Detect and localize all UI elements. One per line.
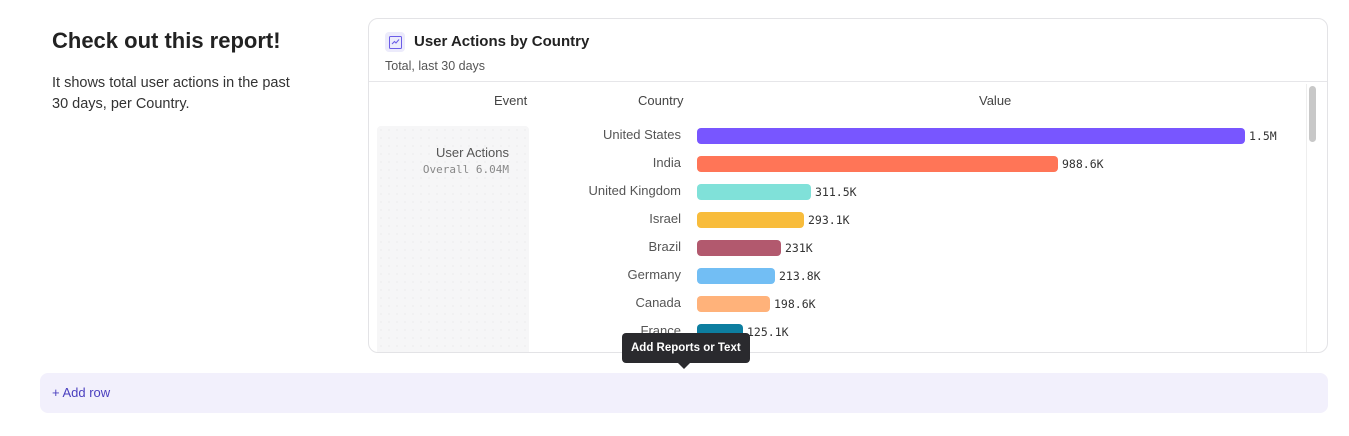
report-header: User Actions by Country Total, last 30 d…: [369, 19, 1327, 82]
intro-title: Check out this report!: [52, 28, 281, 53]
value-label: 231K: [785, 241, 813, 255]
scrollbar[interactable]: [1306, 84, 1318, 352]
table-row[interactable]: Canada 198.6K: [369, 294, 1309, 314]
report-subtitle: Total, last 30 days: [385, 59, 486, 73]
value-label: 213.8K: [779, 269, 821, 283]
event-overall: Overall 6.04M: [422, 163, 509, 176]
country-label: United Kingdom: [588, 183, 682, 198]
report-card: User Actions by Country Total, last 30 d…: [368, 18, 1328, 353]
tooltip: Add Reports or Text: [622, 333, 750, 369]
table-row[interactable]: France 125.1K: [369, 322, 1309, 342]
event-cell: User Actions Overall 6.04M: [377, 126, 529, 352]
event-name: User Actions: [436, 145, 509, 160]
country-label: Germany: [627, 267, 681, 282]
country-label: United States: [602, 127, 681, 142]
table-row[interactable]: India 988.6K: [369, 154, 1309, 174]
column-header-event[interactable]: Event: [494, 93, 528, 108]
table-row[interactable]: Israel 293.1K: [369, 210, 1309, 230]
column-header-country[interactable]: Country: [638, 93, 684, 108]
column-header-value[interactable]: Value: [979, 93, 1012, 108]
value-label: 125.1K: [747, 325, 789, 339]
add-row-button[interactable]: + Add row: [40, 373, 1328, 413]
value-label: 1.5M: [1249, 129, 1277, 143]
value-label: 311.5K: [815, 185, 857, 199]
report-title[interactable]: User Actions by Country: [414, 33, 590, 50]
intro-text: It shows total user actions in the past …: [52, 75, 290, 112]
bar-2[interactable]: [697, 184, 811, 200]
value-label: 198.6K: [774, 297, 816, 311]
bar-0[interactable]: [697, 128, 1245, 144]
table-row[interactable]: United States 1.5M: [369, 126, 1309, 146]
table-row[interactable]: United Kingdom 311.5K: [369, 182, 1309, 202]
value-label: 293.1K: [808, 213, 850, 227]
scrollbar-thumb[interactable]: [1309, 86, 1316, 142]
bar-5[interactable]: [697, 268, 775, 284]
table-row[interactable]: Brazil 231K: [369, 238, 1309, 258]
line-chart-icon: [385, 32, 405, 52]
bar-1[interactable]: [697, 156, 1058, 172]
add-row-label: + Add row: [52, 385, 111, 400]
bar-6[interactable]: [697, 296, 770, 312]
country-label: Canada: [635, 295, 681, 310]
table-row[interactable]: Germany 213.8K: [369, 266, 1309, 286]
bar-4[interactable]: [697, 240, 781, 256]
country-label: Brazil: [648, 239, 681, 254]
bar-3[interactable]: [697, 212, 804, 228]
country-label: Israel: [649, 211, 681, 226]
country-label: India: [652, 155, 681, 170]
value-label: 988.6K: [1062, 157, 1104, 171]
